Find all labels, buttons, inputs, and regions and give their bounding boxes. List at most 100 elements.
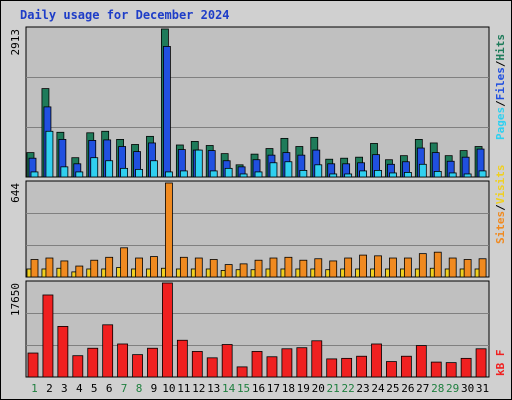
pages-bar <box>224 167 233 178</box>
kbf-bar <box>206 357 218 378</box>
pages-bar <box>389 172 397 178</box>
kbf-bar <box>87 347 99 378</box>
kbf-bar <box>386 361 397 378</box>
kbf-bar <box>460 357 472 378</box>
legend-kbf: kB F <box>494 350 507 377</box>
legend-sites: Sites <box>494 211 507 244</box>
kbf-bar <box>57 326 69 378</box>
sites-bar <box>418 253 427 278</box>
sites-bar <box>314 258 323 278</box>
kbf-bar <box>371 343 382 378</box>
day-label: 4 <box>76 382 83 395</box>
kbf-bar <box>400 355 412 378</box>
sites-bar <box>344 257 353 278</box>
sites-bar <box>150 256 158 278</box>
sites-bar <box>179 256 188 278</box>
pages-bar <box>359 170 367 178</box>
y-max-label-hits: 2913 <box>9 29 22 56</box>
day-label: 31 <box>476 382 489 395</box>
pages-bar <box>105 160 114 178</box>
day-label: 10 <box>162 382 175 395</box>
legend-kbf: kB F <box>494 350 507 377</box>
pages-bar <box>194 149 203 178</box>
pages-bar <box>374 169 382 178</box>
sites-bar <box>105 256 114 278</box>
sites-bar <box>359 254 367 278</box>
day-label: 6 <box>106 382 113 395</box>
pages-bar <box>135 168 143 178</box>
kbf-bar <box>356 355 367 378</box>
kbf-bar <box>42 294 54 378</box>
legend-sep: / <box>494 60 507 67</box>
sites-bar <box>478 258 487 278</box>
kbf-bar <box>341 357 353 378</box>
legend-sites-visits: Sites/Visits <box>494 165 507 245</box>
sites-bar <box>284 256 293 278</box>
day-label: 30 <box>461 382 474 395</box>
kbf-bar <box>147 347 158 378</box>
day-label: 15 <box>237 382 250 395</box>
pages-bar <box>254 171 263 178</box>
day-label: 28 <box>431 382 444 395</box>
kbf-bar <box>132 354 143 378</box>
day-label: 9 <box>151 382 158 395</box>
kbf-bar <box>27 352 39 378</box>
day-label: 7 <box>121 382 128 395</box>
pages-bar <box>448 172 457 178</box>
day-label: 17 <box>267 382 280 395</box>
day-label: 29 <box>446 382 459 395</box>
sites-bar <box>299 259 308 278</box>
sites-bar <box>433 251 442 278</box>
sites-bar <box>120 247 129 278</box>
day-label: 12 <box>192 382 205 395</box>
kbf-bar <box>251 351 263 378</box>
kbf-bar <box>445 362 457 378</box>
sites-bar <box>374 255 382 278</box>
day-label: 1 <box>31 382 38 395</box>
pages-bar <box>150 160 158 178</box>
day-label: 26 <box>401 382 414 395</box>
legend-visits: Visits <box>494 165 507 205</box>
sites-bar <box>448 257 457 278</box>
day-label: 16 <box>252 382 265 395</box>
kbf-bar <box>102 324 114 378</box>
kbf-bar <box>415 345 427 378</box>
day-label: 14 <box>222 382 236 395</box>
day-label: 3 <box>61 382 68 395</box>
kbf-bar <box>162 282 173 378</box>
files-bar <box>163 46 171 178</box>
pages-bar <box>463 173 472 178</box>
legend-hits-files-pages: Pages/Files/Hits <box>494 34 507 140</box>
legend-sep: / <box>494 100 507 107</box>
sites-bar <box>254 259 263 278</box>
day-label: 11 <box>177 382 190 395</box>
kbf-bar <box>326 358 338 378</box>
pages-bar <box>209 170 218 178</box>
sites-bar <box>329 260 338 278</box>
y-max-label-kbf: 17650 <box>9 283 22 316</box>
day-label: 2 <box>46 382 53 395</box>
day-label: 21 <box>327 382 340 395</box>
sites-bar <box>403 257 412 278</box>
sites-bar <box>224 264 233 278</box>
day-label: 13 <box>207 382 220 395</box>
sites-bar <box>75 265 84 278</box>
pages-bar <box>329 173 338 178</box>
kbf-bar <box>430 361 442 378</box>
sites-bar <box>269 257 278 278</box>
sites-bar <box>30 259 39 278</box>
kbf-bar <box>281 348 293 378</box>
pages-bar <box>120 167 129 178</box>
kbf-bar <box>266 356 278 378</box>
day-label: 19 <box>297 382 310 395</box>
day-label: 20 <box>312 382 325 395</box>
pages-bar <box>165 171 173 178</box>
day-label: 22 <box>341 382 354 395</box>
kbf-bar <box>117 343 129 378</box>
pages-bar <box>60 166 69 178</box>
pages-bar <box>90 157 99 178</box>
sites-bar <box>239 263 248 278</box>
sites-bar <box>209 259 218 278</box>
kbf-bar <box>296 347 308 378</box>
